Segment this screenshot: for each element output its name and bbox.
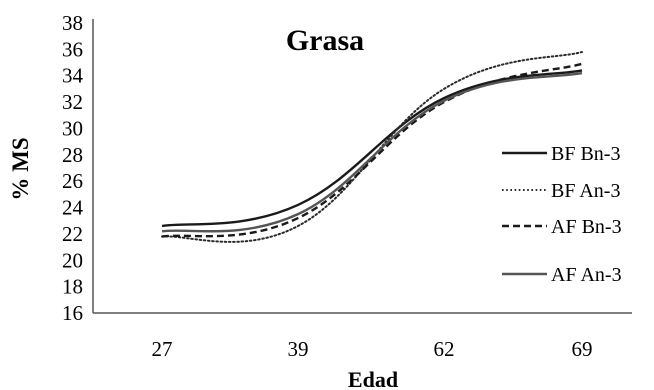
legend-label: AF Bn-3 [551, 216, 622, 238]
x-tick-label: 39 [288, 337, 309, 361]
series-line-4 [161, 71, 583, 233]
legend-label: BF An-3 [551, 180, 620, 202]
y-tick-label: 36 [62, 37, 83, 61]
x-axis-label: Edad [348, 367, 398, 390]
series-lines [161, 51, 583, 243]
y-tick-label: 30 [62, 116, 83, 140]
y-tick-label: 24 [62, 196, 84, 220]
y-tick-label: 26 [62, 169, 83, 193]
x-axis: 27 39 62 69 [93, 312, 632, 361]
y-tick-label: 38 [62, 11, 83, 35]
x-tick-label: 27 [152, 337, 173, 361]
y-axis-label: % MS [8, 137, 33, 200]
y-tick-label: 32 [62, 90, 83, 114]
y-tick-label: 28 [62, 143, 83, 167]
chart-title: Grasa [286, 24, 364, 57]
y-tick-label: 22 [62, 222, 83, 246]
y-tick-label: 20 [62, 248, 83, 272]
y-tick-label: 16 [62, 301, 83, 325]
y-tick-label: 18 [62, 275, 83, 299]
legend: BF Bn-3 BF An-3 AF Bn-3 AF An-3 [502, 143, 622, 286]
x-tick-label: 69 [572, 337, 593, 361]
series-line-1 [161, 69, 583, 228]
legend-label: BF Bn-3 [551, 143, 620, 165]
series-line-3 [161, 62, 583, 238]
y-tick-label: 34 [62, 64, 84, 88]
series-line-2 [161, 51, 583, 243]
x-tick-label: 62 [434, 337, 455, 361]
legend-label: AF An-3 [551, 264, 622, 286]
